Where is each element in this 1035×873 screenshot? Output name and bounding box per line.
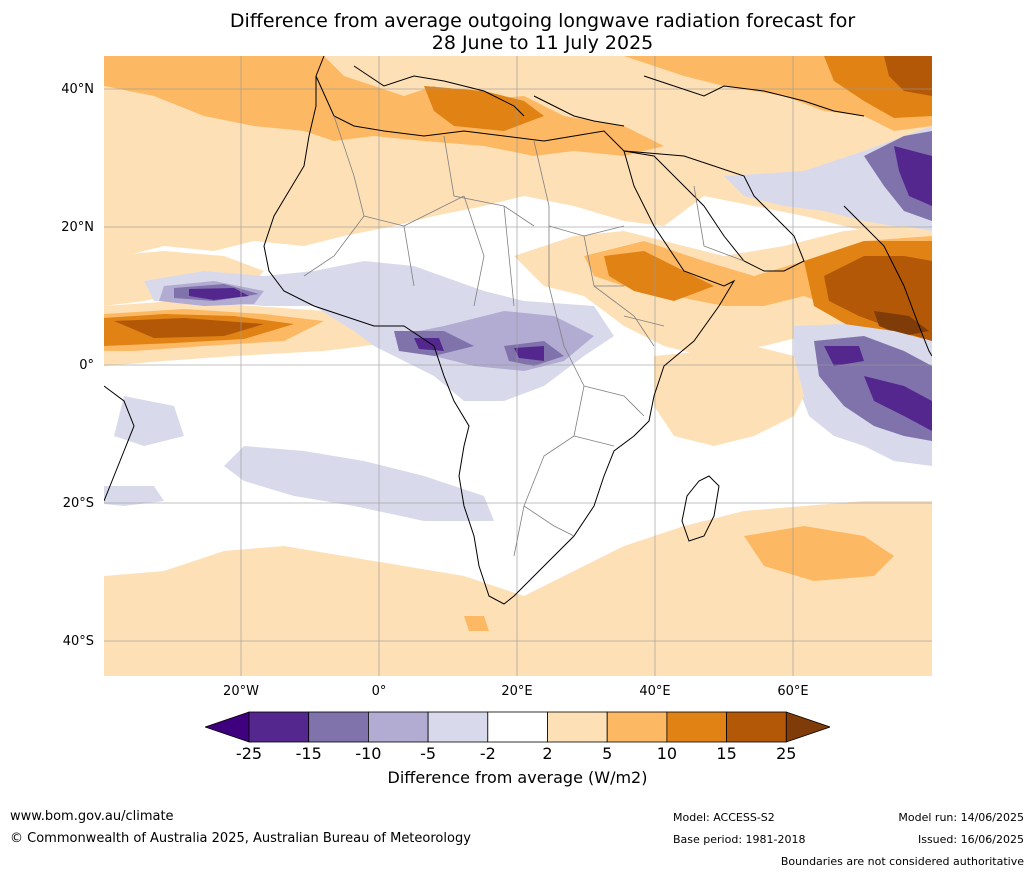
colorbar-tick-label: 2 <box>542 744 553 763</box>
graticule <box>104 56 932 676</box>
anomaly-region-south-light <box>104 501 932 676</box>
colorbar-cell <box>666 711 727 743</box>
colorbar-extension-low <box>205 711 250 743</box>
colorbar-cell <box>487 711 548 743</box>
colorbar-cell <box>547 711 608 743</box>
colorbar-tick-label: -25 <box>235 744 263 763</box>
madagascar-coastline <box>681 475 720 542</box>
anomaly-region-atlantic-itcz-darker <box>114 318 264 338</box>
colorbar-tick-label: -15 <box>295 744 322 763</box>
anomaly-region-south-asia-dark-purple <box>894 146 932 206</box>
anomaly-region-north-mid <box>104 56 664 156</box>
anomaly-region-west-africa-purple <box>159 281 594 371</box>
anomaly-region-india-darkest <box>874 311 929 336</box>
colorbar-tick-label: 10 <box>656 744 678 763</box>
anomaly-region-west-africa-darkest-purple <box>189 288 544 361</box>
map-svg <box>104 56 932 676</box>
footer-base-period: Base period: 1981-2018 <box>673 833 806 846</box>
anomaly-region-arabian-dark <box>604 251 714 301</box>
lon-label-40e: 40°E <box>639 684 671 699</box>
lat-label-20s: 20°S <box>62 496 94 511</box>
anomaly-region-west-africa-dark-purple <box>174 284 564 366</box>
colorbar-tick-label: 15 <box>716 744 737 763</box>
anomaly-region-indian-ocean-dark-purple <box>824 346 932 431</box>
footer-copyright: © Commonwealth of Australia 2025, Austra… <box>10 831 471 846</box>
anomaly-region-east-indian-light <box>654 346 804 446</box>
anomaly-region-tibet-darker <box>884 56 932 96</box>
colorbar-cell <box>248 711 310 743</box>
colorbar-tick-label: 25 <box>776 744 797 763</box>
anomaly-region-south-mid <box>464 526 894 631</box>
colorbar-extension-high <box>785 711 830 743</box>
lat-label-40n: 40°N <box>61 82 94 97</box>
olr-anomaly-map <box>104 56 932 676</box>
colorbar-tick-label: -10 <box>355 744 382 763</box>
colorbar-tick-label: 5 <box>602 744 613 763</box>
europe-coastline <box>315 56 865 127</box>
country-borders <box>303 115 745 557</box>
india-coastline <box>843 205 932 357</box>
arabia-coastline <box>623 150 805 272</box>
colorbar-cell <box>606 711 668 743</box>
lon-label-20w: 20°W <box>223 684 259 699</box>
lon-label-0: 0° <box>371 684 387 699</box>
footer-issued: Issued: 16/06/2025 <box>917 833 1024 846</box>
colorbar-cell <box>427 711 489 743</box>
title-line-2: 28 June to 11 July 2025 <box>431 32 654 54</box>
lon-label-20e: 20°E <box>501 684 533 699</box>
title-line-1: Difference from average outgoing longwav… <box>229 10 856 32</box>
colorbar-cell <box>726 711 787 743</box>
footer-disclaimer: Boundaries are not considered authoritat… <box>780 855 1024 868</box>
lat-label-40s: 40°S <box>62 634 94 649</box>
colorbar-tick-label: -2 <box>479 744 496 763</box>
lon-label-60e: 60°E <box>777 684 809 699</box>
lat-label-0: 0° <box>79 358 94 373</box>
map-title: Difference from average outgoing longwav… <box>0 10 1035 54</box>
africa-coastline <box>263 75 736 605</box>
south-america-coastline <box>104 385 135 502</box>
footer-website: www.bom.gov.au/climate <box>10 809 174 824</box>
colorbar-title: Difference from average (W/m2) <box>387 768 648 787</box>
colorbar-cell <box>367 711 429 743</box>
anomaly-region-south-atlantic-light-purple <box>104 396 494 521</box>
colorbar <box>205 711 830 743</box>
footer-model-run: Model run: 14/06/2025 <box>898 811 1024 824</box>
colorbar-tick-label: -5 <box>420 744 437 763</box>
colorbar-cell <box>308 711 369 743</box>
footer-model: Model: ACCESS-S2 <box>673 811 775 824</box>
lat-label-20n: 20°N <box>61 220 94 235</box>
coastlines <box>104 56 932 605</box>
anomaly-region-med-dark <box>424 86 544 131</box>
